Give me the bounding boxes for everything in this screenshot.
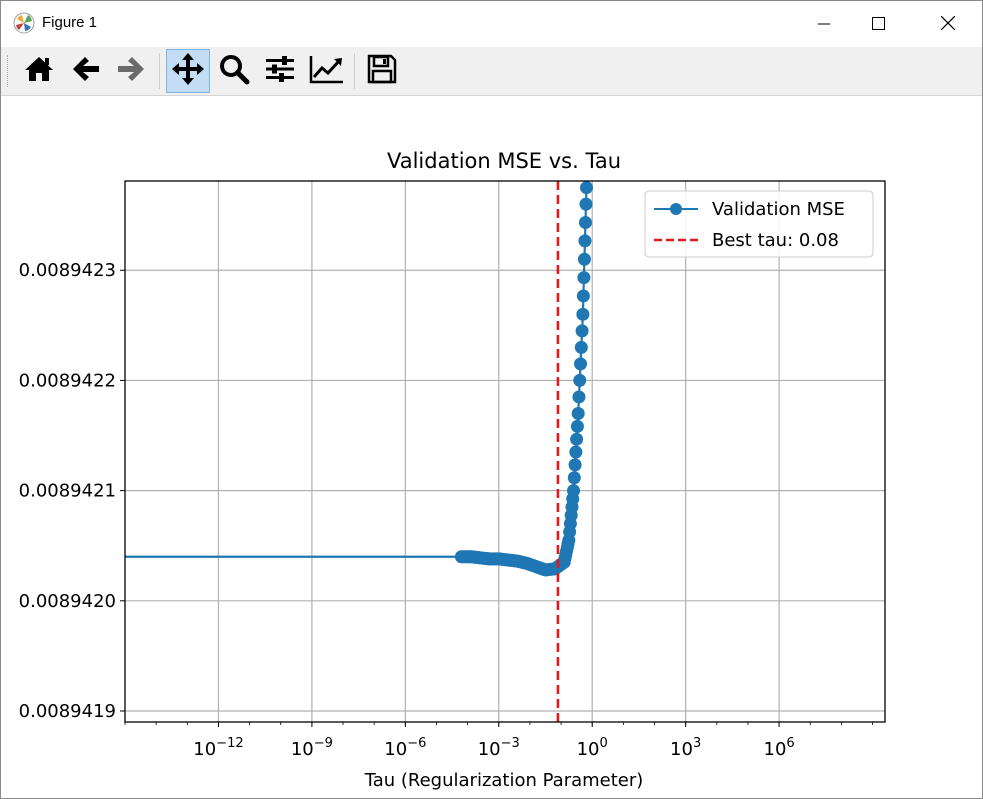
validation-mse-marker	[579, 216, 592, 229]
y-tick-label: 0.0089423	[19, 260, 116, 281]
validation-mse-marker	[578, 234, 591, 247]
close-icon	[941, 15, 955, 34]
x-tick-label: 10−6	[384, 736, 426, 760]
save-button[interactable]	[360, 49, 404, 93]
maximize-button[interactable]	[855, 1, 901, 47]
x-tick-label-exponent: −9	[314, 736, 333, 751]
forward-button[interactable]	[109, 49, 153, 93]
validation-mse-marker	[582, 132, 595, 145]
series-layer	[125, 98, 596, 722]
y-tick-label: 0.0089421	[19, 481, 116, 502]
x-tick-label-base: 10	[193, 739, 216, 760]
zoom-button[interactable]	[212, 49, 256, 93]
pan-button[interactable]	[166, 49, 210, 93]
y-tick-label: 0.0089419	[19, 701, 116, 722]
x-tick-label: 10−9	[291, 736, 333, 760]
edit-axis-button[interactable]	[305, 49, 349, 93]
arrow-right-icon	[115, 53, 147, 89]
minimize-button[interactable]	[801, 1, 847, 47]
x-tick-label-exponent: −6	[407, 736, 426, 751]
sliders-icon	[264, 53, 296, 89]
zoom-icon	[218, 53, 250, 89]
x-tick-label-base: 10	[577, 739, 600, 760]
x-tick-label-base: 10	[291, 739, 314, 760]
x-tick-label-base: 10	[764, 739, 787, 760]
legend-marker-validation	[670, 203, 682, 215]
chart-title: Validation MSE vs. Tau	[387, 149, 621, 173]
y-tick-label: 0.0089420	[19, 591, 116, 612]
save-icon	[366, 53, 398, 89]
toolbar-separator	[159, 53, 160, 89]
validation-mse-line	[125, 105, 589, 570]
x-tick-label: 10−12	[193, 736, 243, 760]
validation-mse-marker	[572, 390, 585, 403]
validation-mse-marker	[574, 357, 587, 370]
toolbar-grip	[7, 55, 10, 87]
x-tick-label-exponent: 0	[600, 736, 608, 751]
x-tick-label-base: 10	[670, 739, 693, 760]
validation-mse-marker	[580, 181, 593, 194]
x-tick-label-base: 10	[384, 739, 407, 760]
x-tick-label-exponent: 3	[693, 736, 701, 751]
y-tick-label: 0.0089422	[19, 370, 116, 391]
grid	[125, 181, 885, 722]
x-tick-label-exponent: −12	[216, 736, 243, 751]
validation-mse-marker	[571, 420, 584, 433]
validation-mse-marker	[567, 484, 580, 497]
validation-mse-marker	[569, 446, 582, 459]
validation-mse-marker	[570, 433, 583, 446]
validation-mse-marker	[578, 253, 591, 266]
legend-label-best-tau: Best tau: 0.08	[712, 230, 839, 251]
back-button[interactable]	[64, 49, 108, 93]
arrow-left-icon	[70, 53, 102, 89]
ticks: 10−12 10−9 10−6 10−3 100 103 1060.00894190.008…	[19, 260, 873, 760]
window-title: Figure 1	[42, 14, 97, 31]
validation-mse-marker	[573, 374, 586, 387]
x-tick-label: 10−3	[478, 736, 520, 760]
x-tick-label-base: 10	[478, 739, 501, 760]
line-chart-icon	[309, 53, 345, 89]
x-tick-label: 100	[577, 736, 608, 760]
validation-mse-marker	[568, 471, 581, 484]
maximize-icon	[872, 15, 885, 34]
home-button[interactable]	[17, 49, 61, 93]
matplotlib-logo-icon	[13, 12, 35, 34]
x-tick-label: 106	[764, 736, 795, 760]
x-tick-label: 103	[670, 736, 701, 760]
legend[interactable]: Validation MSE Best tau: 0.08	[645, 191, 873, 257]
validation-mse-marker	[582, 115, 595, 128]
title-bar[interactable]: Figure 1	[1, 1, 982, 47]
configure-subplots-button[interactable]	[258, 49, 302, 93]
axes-frame	[125, 181, 885, 722]
move-icon	[171, 52, 205, 90]
validation-mse-marker	[579, 198, 592, 211]
close-button[interactable]	[925, 1, 971, 47]
minimize-icon	[818, 15, 830, 34]
validation-mse-marker	[583, 98, 596, 111]
legend-label-validation: Validation MSE	[712, 199, 845, 220]
validation-mse-marker	[576, 308, 589, 321]
x-tick-label-exponent: −3	[501, 736, 520, 751]
toolbar-separator	[354, 53, 355, 89]
validation-mse-marker	[572, 407, 585, 420]
validation-mse-marker	[569, 458, 582, 471]
chart-canvas[interactable]: Validation MSE vs. Tau 10−12 10−9 10−6 10−3…	[1, 96, 982, 797]
validation-mse-marker	[576, 324, 589, 337]
navigation-toolbar	[1, 47, 982, 96]
validation-mse-marker	[577, 271, 590, 284]
validation-mse-marker	[575, 341, 588, 354]
x-axis-label: Tau (Regularization Parameter)	[364, 770, 644, 791]
home-icon	[23, 53, 55, 89]
validation-mse-marker	[577, 289, 590, 302]
x-tick-label-exponent: 6	[786, 736, 794, 751]
